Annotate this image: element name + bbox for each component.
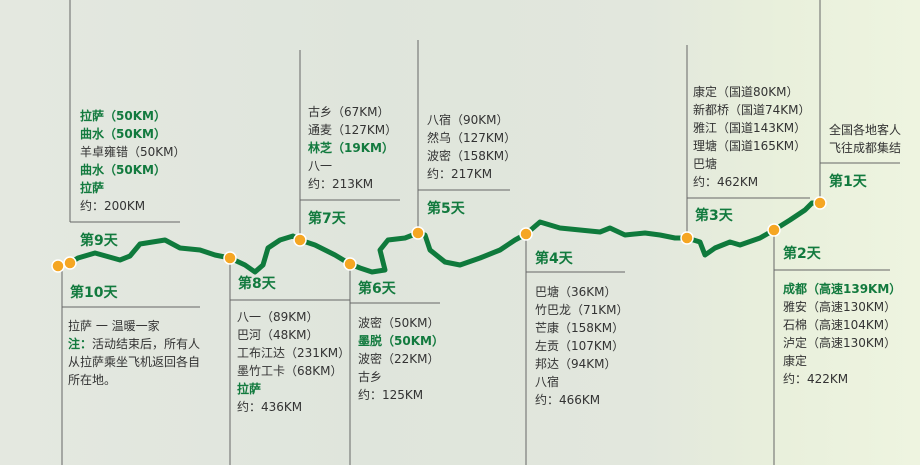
itinerary-line: 墨脱（50KM） (358, 334, 444, 348)
itinerary-line: 约：422KM (783, 372, 849, 386)
itinerary-line: 八宿 (535, 375, 560, 389)
day-label: 第1天 (829, 174, 867, 190)
itinerary-line: 约：213KM (308, 177, 374, 191)
itinerary-line: 古乡（67KM） (308, 105, 390, 119)
stop-marker[interactable] (411, 226, 425, 240)
itinerary-block: 八宿（90KM） 然乌（127KM） 波密（158KM） 约：217KM (427, 111, 516, 183)
stop-marker[interactable] (680, 231, 694, 245)
itinerary-line: 邦达（94KM） (535, 357, 617, 371)
itinerary-line: 理塘（国道165KM） (693, 139, 807, 153)
itinerary-line: 巴河（48KM） (237, 328, 319, 342)
itinerary-line: 左贡（107KM） (535, 339, 625, 353)
itinerary-block: 波密（50KM） 墨脱（50KM） 波密（22KM） 古乡约：125KM (358, 314, 444, 404)
stops (51, 196, 827, 273)
stop-marker[interactable] (293, 233, 307, 247)
itinerary-line: 八一 (308, 159, 333, 173)
itinerary-line: 石棉（高速104KM） (783, 318, 897, 332)
day-label: 第7天 (308, 211, 346, 227)
itinerary-line: 约：217KM (427, 167, 493, 181)
itinerary-line: 成都（高速139KM） (783, 282, 902, 296)
itinerary-line: 泸定（高速130KM） (783, 336, 897, 350)
itinerary-line: 墨竹工卡（68KM） (237, 364, 343, 378)
itinerary-line: 拉萨 一 温暖一家 (68, 319, 160, 333)
itinerary-line: 注：活动结束后，所有人 (68, 337, 201, 351)
stop-marker[interactable] (343, 257, 357, 271)
itinerary-line: 波密（50KM） (358, 316, 440, 330)
itinerary-block: 拉萨 一 温暖一家注：活动结束后，所有人 从拉萨乘坐飞机返回各自 所在地。 (68, 317, 200, 389)
itinerary-line: 芒康（158KM） (535, 321, 625, 335)
itinerary-line: 雅江（国道143KM） (693, 121, 807, 135)
day-label: 第5天 (427, 201, 465, 217)
itinerary-line: 林芝（19KM） (308, 141, 394, 155)
itinerary-line: 竹巴龙（71KM） (535, 303, 629, 317)
itinerary-line: 约：466KM (535, 393, 601, 407)
itinerary-line: 波密（158KM） (427, 149, 517, 163)
stop-marker[interactable] (51, 259, 65, 273)
day-label: 第6天 (358, 281, 396, 297)
stop-marker[interactable] (519, 227, 533, 241)
day-label: 第10天 (70, 285, 118, 301)
itinerary-block: 八一（89KM） 巴河（48KM） 工布江达（231KM） 墨竹工卡（68KM） 拉萨约… (237, 308, 350, 416)
itinerary-line: 波密（22KM） (358, 352, 440, 366)
itinerary-line: 新都桥（国道74KM） (693, 103, 811, 117)
itinerary-line: 全国各地客人 (829, 123, 902, 137)
itinerary-line: 八宿（90KM） (427, 113, 509, 127)
itinerary-block: 康定（国道80KM） 新都桥（国道74KM） 雅江（国道143KM） 理塘（国道165… (693, 83, 811, 191)
itinerary-line: 羊卓雍错（50KM） (80, 145, 186, 159)
itinerary-line: 拉萨 (80, 181, 105, 195)
itinerary-line: 康定（国道80KM） (693, 85, 799, 99)
note-label: 注： (68, 337, 93, 351)
itinerary-block: 古乡（67KM） 通麦（127KM） 林芝（19KM） 八一约：213KM (308, 103, 397, 193)
itinerary-line: 约：462KM (693, 175, 759, 189)
itinerary-line: 约：125KM (358, 388, 424, 402)
itinerary-line: 古乡 (358, 370, 383, 384)
itinerary-line: 所在地。 (68, 373, 117, 387)
itinerary-line: 通麦（127KM） (308, 123, 398, 137)
itinerary-line: 雅安（高速130KM） (783, 300, 897, 314)
itinerary-line: 约：200KM (80, 199, 146, 213)
itinerary-line: 飞往成都集结 (829, 141, 902, 155)
itinerary-line: 工布江达（231KM） (237, 346, 351, 360)
stop-marker[interactable] (63, 256, 77, 270)
itinerary-line: 拉萨 (237, 382, 262, 396)
itinerary-line: 巴塘 (693, 157, 718, 171)
itinerary-line: 曲水（50KM） (80, 163, 166, 177)
stop-marker[interactable] (813, 196, 827, 210)
itinerary-block: 全国各地客人 飞往成都集结 (829, 121, 901, 157)
itinerary-line: 然乌（127KM） (427, 131, 517, 145)
day-label: 第8天 (238, 276, 276, 292)
itinerary-line: 八一（89KM） (237, 310, 319, 324)
day-label: 第2天 (783, 246, 821, 262)
stop-marker[interactable] (223, 251, 237, 265)
itinerary-line: 巴塘（36KM） (535, 285, 617, 299)
day-label: 第4天 (535, 251, 573, 267)
day-label: 第3天 (695, 208, 733, 224)
itinerary-line: 康定 (783, 354, 808, 368)
day-label: 第9天 (80, 233, 118, 249)
leader-lines (61, 0, 900, 465)
itinerary-block: 巴塘（36KM） 竹巴龙（71KM） 芒康（158KM） 左贡（107KM） 邦达（94… (535, 283, 629, 409)
itinerary-block: 成都（高速139KM） 雅安（高速130KM） 石棉（高速104KM） 泸定（高速13… (783, 280, 901, 388)
itinerary-line: 约：436KM (237, 400, 303, 414)
itinerary-line: 拉萨（50KM） (80, 109, 166, 123)
itinerary-line: 曲水（50KM） (80, 127, 166, 141)
itinerary-block: 拉萨（50KM） 曲水（50KM） 羊卓雍错（50KM） 曲水（50KM） 拉萨约：20… (80, 107, 186, 215)
itinerary-line: 从拉萨乘坐飞机返回各自 (68, 355, 201, 369)
stop-marker[interactable] (767, 223, 781, 237)
